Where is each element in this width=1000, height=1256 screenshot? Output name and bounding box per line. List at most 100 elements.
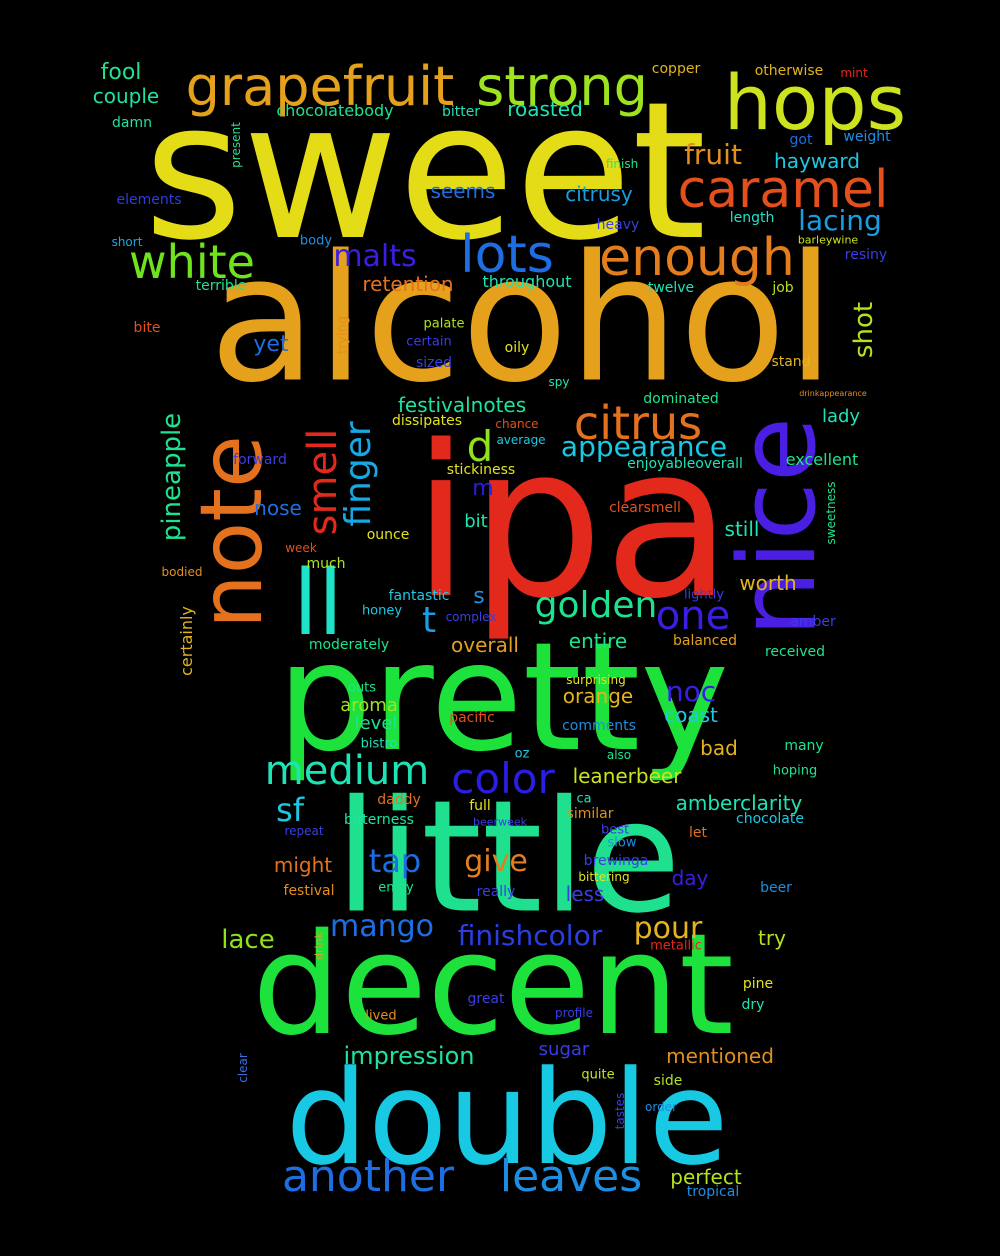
- word-also: also: [606, 748, 632, 762]
- word-great: great: [467, 991, 505, 1007]
- word-bit: bit: [464, 511, 488, 532]
- word-mint: mint: [840, 66, 868, 80]
- word-oily: oily: [504, 340, 530, 356]
- word-lacing: lacing: [798, 204, 882, 237]
- word-bite: bite: [133, 320, 161, 336]
- word-forward: forward: [233, 452, 287, 468]
- word-chocolate: chocolate: [736, 811, 804, 827]
- word-still: still: [724, 517, 760, 541]
- word-sweetness: sweetness: [824, 481, 838, 545]
- word-amber: amber: [790, 614, 836, 630]
- word-shot: shot: [849, 301, 879, 359]
- word-pretty: pretty: [276, 611, 730, 785]
- word-less: less: [565, 882, 605, 906]
- word-mango: mango: [329, 909, 435, 944]
- word-lace: lace: [221, 925, 275, 955]
- word-finishcolor: finishcolor: [457, 919, 603, 952]
- word-appearance: appearance: [560, 430, 728, 463]
- word-tastes: tastes: [613, 1092, 627, 1130]
- word-twelve: twelve: [647, 280, 695, 296]
- word-try: try: [758, 926, 786, 950]
- word-chocolatebody: chocolatebody: [276, 101, 394, 120]
- word-heavy: heavy: [596, 217, 640, 233]
- word-profile: profile: [555, 1006, 593, 1020]
- word-sf: sf: [276, 791, 304, 829]
- word-bistro: bistro: [360, 736, 398, 752]
- word-job: job: [772, 280, 794, 296]
- word-tropical: tropical: [686, 1184, 740, 1200]
- word-coast: coast: [664, 703, 718, 727]
- word-tap: tap: [368, 842, 422, 880]
- word-hops: hops: [723, 58, 907, 147]
- word-give: give: [464, 844, 528, 879]
- word-resiny: resiny: [844, 247, 888, 263]
- word-fantastic: fantastic: [388, 588, 450, 604]
- word-decent: decent: [252, 904, 734, 1067]
- word-bodied: bodied: [161, 565, 203, 579]
- word-palate: palate: [423, 316, 465, 332]
- word-fool: fool: [100, 60, 142, 85]
- word-length: length: [729, 210, 775, 226]
- word-drinkappearance: drinkappearance: [799, 389, 867, 398]
- word-copper: copper: [651, 61, 701, 77]
- word-quite: quite: [581, 1067, 615, 1083]
- word-medium: medium: [264, 748, 430, 794]
- word-side: side: [653, 1073, 683, 1089]
- word-amberclarity: amberclarity: [675, 791, 803, 815]
- word-clearsmell: clearsmell: [609, 500, 681, 516]
- word-smell: smell: [300, 428, 346, 536]
- word-couple: couple: [92, 84, 160, 108]
- word-received: received: [764, 644, 826, 660]
- word-lightly: lightly: [683, 587, 725, 603]
- word-ounce: ounce: [366, 527, 410, 543]
- word-really: really: [476, 884, 516, 900]
- word-spy: spy: [548, 375, 570, 389]
- word-yet: yet: [253, 332, 289, 357]
- word-might: might: [273, 853, 333, 877]
- word-fruit: fruit: [684, 138, 742, 171]
- word-beer: beer: [760, 880, 792, 896]
- word-full: full: [469, 798, 491, 814]
- word-slow: slow: [607, 835, 637, 851]
- word-impression: impression: [343, 1042, 475, 1070]
- word-daddy: daddy: [377, 792, 421, 808]
- word-alcohol: alcohol: [209, 218, 835, 422]
- word-much: much: [306, 556, 346, 572]
- word-hayward: hayward: [774, 149, 860, 173]
- word-weight: weight: [843, 129, 891, 145]
- word-stickiness: stickiness: [446, 462, 516, 478]
- word-another: another: [281, 1151, 455, 1202]
- word-pine: pine: [742, 976, 774, 992]
- word-moderately: moderately: [308, 637, 390, 653]
- word-leanerbeer: leanerbeer: [572, 764, 682, 788]
- word-little: little: [334, 766, 682, 948]
- word-dominated: dominated: [643, 391, 719, 407]
- word-citrus: citrus: [573, 396, 703, 450]
- word-hoping: hoping: [772, 763, 818, 779]
- word-finger: finger: [338, 421, 379, 527]
- word-let: let: [689, 825, 707, 841]
- word-comments: comments: [562, 718, 636, 734]
- word-average: average: [496, 433, 546, 447]
- word-certainly: certainly: [177, 606, 196, 676]
- word-lots: lots: [460, 225, 554, 285]
- word-entire: entire: [568, 629, 628, 653]
- word-enough: enough: [599, 228, 795, 288]
- word-level: level: [354, 713, 398, 734]
- word-bitter: bitter: [441, 104, 481, 120]
- word-chance: chance: [495, 417, 539, 431]
- word-certain: certain: [406, 334, 452, 350]
- word-present: present: [229, 122, 243, 168]
- word-balanced: balanced: [672, 633, 738, 649]
- word-golden: golden: [534, 585, 658, 626]
- word-double: double: [285, 1042, 729, 1194]
- word-ll: ll: [292, 551, 344, 656]
- word-d: d: [466, 422, 494, 471]
- word-malts: malts: [333, 239, 417, 274]
- word-excellent: excellent: [785, 450, 859, 469]
- word-week: week: [285, 541, 317, 555]
- word-order: order: [645, 1100, 677, 1114]
- word-many: many: [784, 738, 824, 754]
- word-festival: festival: [283, 883, 335, 899]
- word-one: one: [655, 593, 731, 639]
